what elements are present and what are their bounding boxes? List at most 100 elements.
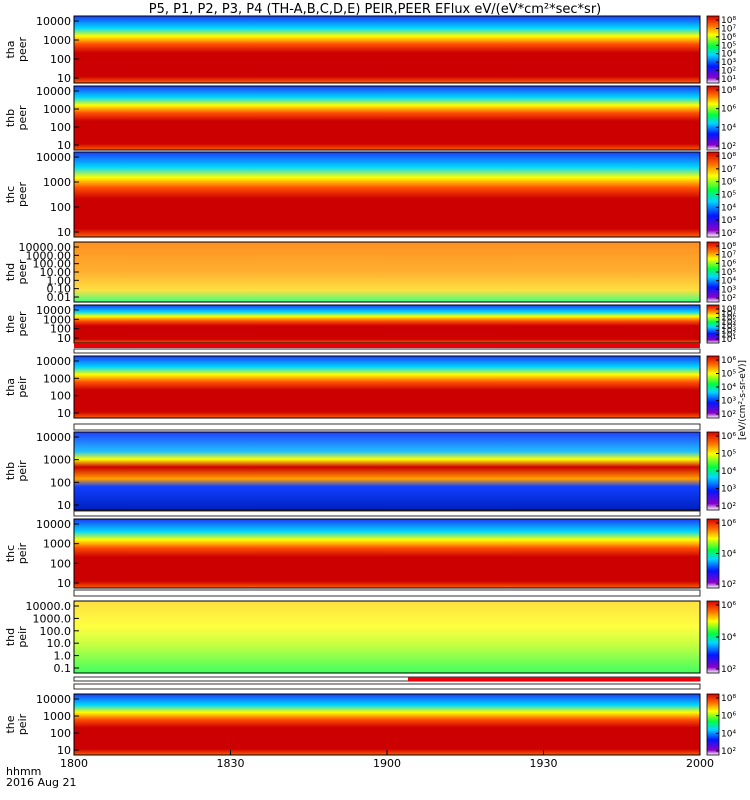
panel-frame (73, 151, 701, 238)
y-tick-label: 1000.00 (26, 249, 72, 262)
x-axis-label-date: 2016 Aug 21 (6, 776, 77, 789)
colorbar-tick-label: 10⁸ (721, 16, 736, 26)
y-tick-label: 10 (57, 332, 71, 345)
panel-the_peir: 10000 1000 100 10 the peir 10⁸ 10⁶ 10⁴ 10² (4, 693, 736, 757)
colorbar-tick-label: 10⁸ (721, 694, 736, 704)
panel-label-probe: tha (4, 378, 17, 396)
quality-strip (73, 510, 701, 517)
panel-frame (73, 355, 701, 419)
colorbar-tick-label: 10⁶ (721, 259, 736, 269)
y-tick-label: 0.1 (54, 662, 72, 675)
panel-thc_peir: 10000 1000 100 10 thc peir 10⁶ 10⁴ 10² (4, 518, 736, 590)
colorbar-tick-label: 10⁷ (721, 24, 736, 34)
spectrogram-thc_peir (74, 519, 700, 588)
colorbar-tick-label: 10¹ (721, 335, 736, 345)
panel-tha_peir: 10000 1000 100 10 tha peir 10⁶ 10⁵ 10⁴ 10³ 10² (4, 355, 736, 420)
y-tick-label: 0.01 (47, 291, 72, 304)
y-tick-label: 1000.0 (33, 612, 72, 625)
panel-label-probe: thc (4, 186, 17, 203)
quality-strip (73, 348, 701, 354)
colorbar-tha_peer (706, 15, 720, 84)
colorbar-tick-label: 10⁵ (721, 450, 736, 460)
y-tick-label: 1000 (43, 313, 71, 326)
colorbar-tick-label: 10⁸ (721, 242, 736, 252)
y-tick-label: 100 (50, 121, 71, 134)
spectrogram-the_peir (74, 694, 700, 755)
colorbar-tick-label: 10⁵ (721, 191, 736, 201)
colorbar-tick-label: 10⁶ (721, 33, 736, 43)
panel-label-probe: thb (4, 462, 17, 480)
quality-strip (73, 423, 701, 431)
colorbar-tick-label: 10⁸ (721, 152, 736, 162)
chart-title: P5, P1, P2, P3, P4 (TH-A,B,C,D,E) PEIR,P… (148, 2, 602, 17)
y-tick-label: 10 (57, 499, 71, 512)
spectrogram-thc_peer (74, 152, 700, 237)
quality-strip (73, 589, 701, 597)
panel-label-instrument: peir (16, 626, 29, 648)
panel-thc_peer: 10000 1000 100 10 thc peer 10⁸ 10⁷ 10⁶ 10⁵ 10⁴ 10³ 1… (4, 151, 736, 239)
colorbar-tick-label: 10⁸ (721, 86, 736, 96)
y-tick-label: 1000 (43, 176, 71, 189)
panel-label-probe: thd (4, 263, 17, 281)
panel-label-probe: thd (4, 628, 17, 646)
panel-label-probe: thc (4, 545, 17, 562)
colorbar-the_peir (706, 693, 720, 756)
colorbar-tick-label: 10⁶ (721, 712, 736, 722)
colorbar-tick-label: 10⁷ (721, 309, 736, 319)
panel-frame (73, 85, 701, 151)
y-tick-label: 1000 (43, 34, 71, 47)
colorbar-tick-label: 10⁴ (721, 322, 736, 332)
panel-label-probe: the (4, 715, 17, 733)
y-tick-label: 100.00 (33, 258, 72, 271)
y-tick-label: 1000 (43, 103, 71, 116)
panel-thb_peir: 10000 1000 100 10 thb peir 10⁶ 10⁵ 10⁴ 10³ 10² (4, 431, 736, 512)
y-tick-label: 100 (50, 201, 71, 214)
panel-frame (73, 431, 701, 511)
panel-frame (73, 15, 701, 84)
panel-label-probe: the (4, 315, 17, 333)
y-tick-label: 100 (50, 727, 71, 740)
y-tick-label: 10000 (36, 15, 71, 28)
y-tick-label: 10.00 (40, 266, 72, 279)
colorbar-tick-label: 10⁴ (721, 729, 736, 739)
panel-label-probe: tha (4, 40, 17, 58)
colorbar-tick-label: 10⁵ (721, 370, 736, 380)
spectrogram-tha_peir (74, 356, 700, 418)
y-tick-label: 10.0 (47, 637, 72, 650)
panel-label-instrument: peir (16, 376, 29, 398)
colorbar-tick-label: 10⁶ (721, 601, 736, 611)
y-tick-label: 10000 (36, 431, 71, 444)
panel-label-instrument: peer (16, 37, 29, 63)
y-tick-label: 1000 (43, 372, 71, 385)
y-tick-label: 10 (57, 407, 71, 420)
colorbar-tick-label: 10⁴ (721, 123, 736, 133)
y-tick-label: 1000 (43, 710, 71, 723)
y-tick-label: 10000.0 (26, 600, 72, 613)
y-tick-label: 10 (57, 744, 71, 757)
colorbar-tick-label: 10⁸ (721, 305, 736, 315)
colorbar-tick-label: 10⁶ (721, 314, 736, 324)
x-tick-label: 1900 (373, 757, 401, 770)
y-tick-label: 1.0 (54, 650, 72, 663)
panel-label-instrument: peer (16, 105, 29, 131)
colorbar-tick-label: 10³ (721, 485, 736, 495)
y-tick-label: 10 (57, 577, 71, 590)
colorbar-tick-label: 10⁴ (721, 550, 736, 560)
colorbar-tick-label: 10⁵ (721, 268, 736, 278)
colorbar-unit-label: [eV/(cm²-s-sr-eV)] (738, 360, 748, 440)
colorbar-tick-label: 10⁴ (721, 203, 736, 213)
panel-label-instrument: peer (16, 311, 29, 337)
colorbar-tick-label: 10² (721, 580, 736, 590)
colorbar-tick-label: 10³ (721, 285, 736, 295)
y-tick-label: 10 (57, 139, 71, 152)
colorbar-thb_peer (706, 85, 720, 151)
spectrogram-thb_peir (74, 432, 700, 510)
colorbar-tick-label: 10⁴ (721, 633, 736, 643)
panel-label-probe: thb (4, 109, 17, 127)
colorbar-tick-label: 10⁴ (721, 277, 736, 287)
colorbar-tick-label: 10² (721, 410, 736, 420)
y-tick-label: 10000 (36, 85, 71, 98)
panel-label-instrument: peer (16, 182, 29, 208)
